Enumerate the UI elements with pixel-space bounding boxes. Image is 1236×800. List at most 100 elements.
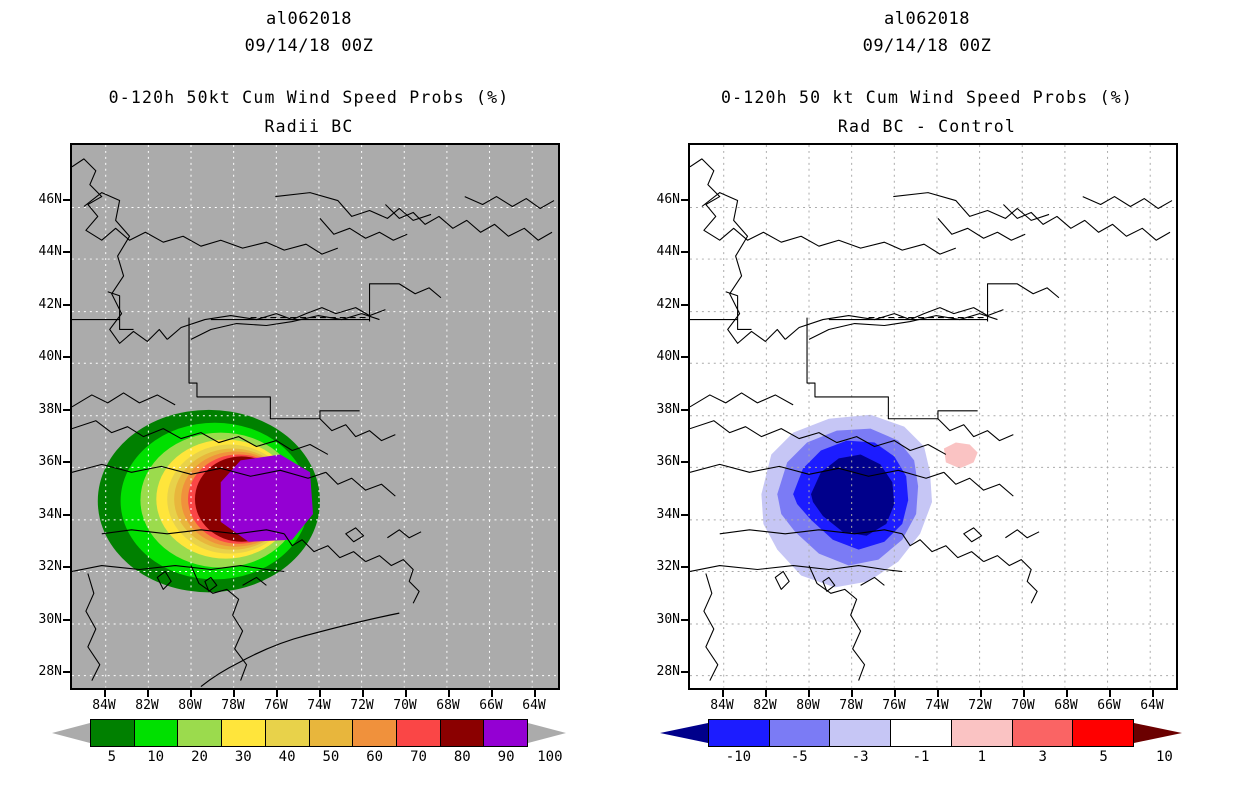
storm-id-right: al062018 xyxy=(884,9,970,29)
panel-title-right: 0-120h 50 kt Cum Wind Speed Probs (%) xyxy=(721,88,1133,107)
colorbar-bands-left xyxy=(90,719,528,747)
colorbar-band xyxy=(309,720,354,746)
x-label-82w: 82W xyxy=(135,698,159,713)
colorbar-tick-label: 80 xyxy=(453,749,471,765)
colorbar-tick-label: 1 xyxy=(977,749,987,765)
colorbar-band xyxy=(353,720,397,746)
colorbar-under-arrow-left xyxy=(52,723,90,743)
x-label-64w: 64W xyxy=(522,698,546,713)
y-label-34n: 34N xyxy=(38,507,62,522)
x-label-74w-right: 74W xyxy=(925,698,949,713)
y-label-42n-right: 42N xyxy=(656,297,680,312)
x-label-76w-right: 76W xyxy=(882,698,906,713)
colorbar-ticks-left: 5 10 20 30 40 50 60 70 80 90 100 xyxy=(0,749,618,771)
y-label-42n: 42N xyxy=(38,297,62,312)
colorbar-under-arrow-right xyxy=(660,723,708,743)
colorbar-tick-label: -5 xyxy=(790,749,808,765)
colorbar-band xyxy=(440,720,485,746)
x-label-66w: 66W xyxy=(479,698,503,713)
colorbar-tick-label: 50 xyxy=(322,749,340,765)
x-label-68w: 68W xyxy=(436,698,460,713)
x-label-70w: 70W xyxy=(393,698,417,713)
colorbar-tick-label: 3 xyxy=(1038,749,1047,765)
y-label-44n: 44N xyxy=(38,244,62,259)
panel-radii-bc: al062018 09/14/18 00Z 0-120h 50kt Cum Wi… xyxy=(0,9,618,775)
x-label-72w-right: 72W xyxy=(968,698,992,713)
y-label-30n: 30N xyxy=(38,612,62,627)
y-label-34n-right: 34N xyxy=(656,507,680,522)
x-label-80w-right: 80W xyxy=(796,698,820,713)
colorbar-tick-label: 60 xyxy=(366,749,384,765)
y-label-46n-right: 46N xyxy=(656,192,680,207)
colorbar-band xyxy=(830,720,892,746)
colorbar-ticks-right: -10 -5 -3 -1 1 3 5 10 xyxy=(618,749,1236,771)
colorbar-tick-label: 90 xyxy=(497,749,515,765)
x-label-70w-right: 70W xyxy=(1011,698,1035,713)
colorbar-band xyxy=(484,720,528,746)
y-label-36n: 36N xyxy=(38,454,62,469)
colorbar-band xyxy=(769,720,831,746)
x-label-84w: 84W xyxy=(92,698,116,713)
x-label-64w-right: 64W xyxy=(1140,698,1164,713)
x-label-72w: 72W xyxy=(350,698,374,713)
y-label-30n-right: 30N xyxy=(656,612,680,627)
colorbar-tick-label: -10 xyxy=(725,749,752,765)
colorbar-tick-label: 30 xyxy=(234,749,252,765)
colorbar-tick-label: 5 xyxy=(107,749,117,765)
panel-subtitle-right: Rad BC - Control xyxy=(837,117,1017,136)
colorbar-band xyxy=(891,720,952,746)
colorbar-band xyxy=(709,720,770,746)
panel-subtitle-left: Radii BC xyxy=(264,117,354,136)
colorbar-tick-label: 20 xyxy=(191,749,208,765)
colorbar-over-arrow-right xyxy=(1134,723,1182,743)
colorbar-right[interactable]: -10 -5 -3 -1 1 3 5 10 xyxy=(618,719,1236,775)
map-plot-right[interactable] xyxy=(688,143,1178,690)
x-label-82w-right: 82W xyxy=(753,698,777,713)
colorbar-over-arrow-left xyxy=(528,723,566,743)
x-label-76w: 76W xyxy=(264,698,288,713)
colorbar-tick-label: 40 xyxy=(278,749,296,765)
y-label-38n: 38N xyxy=(38,402,62,417)
y-label-28n-right: 28N xyxy=(656,664,680,679)
colorbar-tick-label: 100 xyxy=(537,749,563,765)
y-label-40n-right: 40N xyxy=(656,349,680,364)
x-label-84w-right: 84W xyxy=(710,698,734,713)
colorbar-band xyxy=(134,720,179,746)
panel-title-left: 0-120h 50kt Cum Wind Speed Probs (%) xyxy=(108,88,510,107)
colorbar-tick-label: -1 xyxy=(912,749,930,765)
colorbar-band xyxy=(91,720,135,746)
colorbar-band xyxy=(265,720,310,746)
panel-rad-bc-minus-control: al062018 09/14/18 00Z 0-120h 50 kt Cum W… xyxy=(618,0,1236,800)
colorbar-bands-right xyxy=(708,719,1134,747)
y-label-40n: 40N xyxy=(38,349,62,364)
datetime-left: 09/14/18 00Z xyxy=(244,36,374,56)
y-label-32n: 32N xyxy=(38,559,62,574)
colorbar-band xyxy=(951,720,1013,746)
colorbar-tick-label: 10 xyxy=(147,749,165,765)
probability-contour-field xyxy=(97,409,320,593)
map-plot-left[interactable] xyxy=(70,143,560,690)
storm-id-left: al062018 xyxy=(266,9,352,29)
x-label-80w: 80W xyxy=(178,698,202,713)
y-label-32n-right: 32N xyxy=(656,559,680,574)
y-label-36n-right: 36N xyxy=(656,454,680,469)
colorbar-band xyxy=(178,720,223,746)
colorbar-tick-label: 10 xyxy=(1155,749,1173,765)
x-label-78w: 78W xyxy=(221,698,245,713)
colorbar-band xyxy=(222,720,266,746)
x-label-68w-right: 68W xyxy=(1054,698,1078,713)
y-label-44n-right: 44N xyxy=(656,244,680,259)
colorbar-band xyxy=(1012,720,1074,746)
colorbar-band xyxy=(1073,720,1134,746)
x-label-74w: 74W xyxy=(307,698,331,713)
colorbar-tick-label: 5 xyxy=(1099,749,1108,765)
x-label-78w-right: 78W xyxy=(839,698,863,713)
colorbar-band xyxy=(396,720,441,746)
datetime-right: 09/14/18 00Z xyxy=(862,36,992,56)
y-label-46n: 46N xyxy=(38,192,62,207)
y-label-28n: 28N xyxy=(38,664,62,679)
colorbar-tick-label: -3 xyxy=(851,749,869,765)
colorbar-tick-label: 70 xyxy=(410,749,427,765)
colorbar-left[interactable]: 5 10 20 30 40 50 60 70 80 90 100 xyxy=(0,719,618,775)
